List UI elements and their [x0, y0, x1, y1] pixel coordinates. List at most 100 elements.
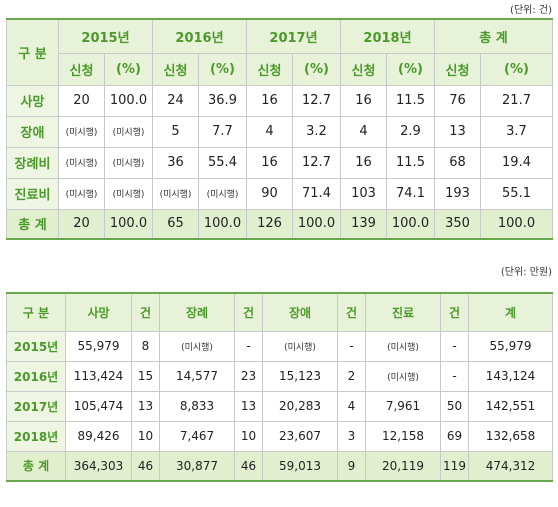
table-cell: 5 — [152, 115, 199, 148]
table1-year-header: 2016년 — [152, 18, 247, 54]
table-cell: 119 — [440, 450, 469, 482]
table2-unit: (단위: 만원) — [500, 267, 552, 278]
table-cell: 23,607 — [262, 420, 338, 452]
table-cell: 19.4 — [479, 146, 554, 179]
table-cell: 4 — [337, 390, 366, 422]
table-cell: 55.1 — [479, 177, 554, 210]
table1-row-label: 진료비 — [6, 177, 59, 210]
table-cell: (미시행) — [104, 177, 153, 210]
table-cell: 100.0 — [292, 208, 341, 240]
table-cell: (미시행) — [152, 177, 199, 210]
table-row: 2016년 113,424 15 14,577 23 15,123 2 (미시행) -143,1… — [6, 360, 553, 392]
table-cell: 105,474 — [65, 390, 132, 422]
table-cell: - — [337, 330, 366, 362]
table-cell: 113,424 — [65, 360, 132, 392]
table-cell: 3.2 — [292, 115, 341, 148]
applications-table: 구 분 2015년 2016년 2017년 2018년 총 계 신청 (%) 신청 (%) 신청 (%… — [6, 18, 554, 240]
table2-column-header: 진료 — [365, 292, 441, 332]
table1-sub-header: (%) — [386, 52, 435, 86]
table-cell: 36 — [152, 146, 199, 179]
table-cell: 20 — [58, 208, 105, 240]
table-cell: 8 — [131, 330, 160, 362]
table-cell: 15,123 — [262, 360, 338, 392]
table1-row-label: 장례비 — [6, 146, 59, 179]
table-cell: (미시행) — [104, 146, 153, 179]
table-cell: 14,577 — [159, 360, 235, 392]
table-cell: (미시행) — [159, 330, 235, 362]
table-cell: 30,877 — [159, 450, 235, 482]
table2-row-label: 2018년 — [6, 420, 66, 452]
table-cell: 16 — [246, 84, 293, 117]
table-cell: 12.7 — [292, 84, 341, 117]
table1-sub-header: (%) — [198, 52, 247, 86]
table-cell: 132,658 — [468, 420, 553, 452]
table-cell: (미시행) — [104, 115, 153, 148]
table1-sub-header: 신청 — [58, 52, 105, 86]
table-cell: 36.9 — [198, 84, 247, 117]
table-cell: 13 — [131, 390, 160, 422]
table-cell: 193 — [434, 177, 481, 210]
table2-column-header: 건 — [337, 292, 366, 332]
table-cell: 69 — [440, 420, 469, 452]
table-cell: - — [234, 330, 263, 362]
table-row: 진료비 (미시행) (미시행) (미시행) (미시행) 90 71.4 103 74.1 193 5… — [6, 177, 554, 210]
table-cell: 20,283 — [262, 390, 338, 422]
table-cell: 100.0 — [386, 208, 435, 240]
table-cell: 100.0 — [479, 208, 554, 240]
table2-column-header: 건 — [131, 292, 160, 332]
table-cell: 13 — [434, 115, 481, 148]
table1-total-label: 총 계 — [6, 208, 59, 240]
table-cell: 15 — [131, 360, 160, 392]
table-cell: 76 — [434, 84, 481, 117]
payments-table: 구 분 사망 건 장례 건 장애 건 진료 건 계 2015년 55,979 8 (미시행) - (미시행) -… — [6, 292, 553, 482]
table2-column-header: 구 분 — [6, 292, 66, 332]
table-cell: 16 — [246, 146, 293, 179]
table1-unit: (단위: 건) — [510, 5, 552, 16]
table-cell: 12,158 — [365, 420, 441, 452]
table-cell: 55,979 — [468, 330, 553, 362]
table-row: 사망 20 100.0 24 36.9 16 12.7 16 11.5 76 21.7 — [6, 84, 554, 117]
table-cell: 24 — [152, 84, 199, 117]
table2-total-label: 총 계 — [6, 450, 66, 482]
table-cell: 103 — [340, 177, 387, 210]
table-row: 장례비 (미시행) (미시행) 36 55.4 16 12.7 16 11.5 68 19.4 — [6, 146, 554, 179]
table2-column-header: 건 — [234, 292, 263, 332]
table-cell: (미시행) — [365, 360, 441, 392]
table-cell: 9 — [337, 450, 366, 482]
table-cell: 46 — [234, 450, 263, 482]
table-cell: 139 — [340, 208, 387, 240]
table1-row-label: 사망 — [6, 84, 59, 117]
table-cell: 90 — [246, 177, 293, 210]
table1-sub-header: 신청 — [434, 52, 481, 86]
table-cell: (미시행) — [262, 330, 338, 362]
table2-column-header: 장례 — [159, 292, 235, 332]
table-cell: 8,833 — [159, 390, 235, 422]
table1-sub-header: (%) — [479, 52, 554, 86]
table-cell: 126 — [246, 208, 293, 240]
table-cell: 350 — [434, 208, 481, 240]
table1-year-header: 2015년 — [58, 18, 153, 54]
table-row: 장애 (미시행) (미시행) 5 7.7 4 3.2 4 2.9 13 3.7 — [6, 115, 554, 148]
table2-column-header: 건 — [440, 292, 469, 332]
table1-sub-header: 신청 — [340, 52, 387, 86]
table-cell: 143,124 — [468, 360, 553, 392]
table1-sub-header: 신청 — [246, 52, 293, 86]
table-cell: 50 — [440, 390, 469, 422]
table1-sub-header: (%) — [104, 52, 153, 86]
table-cell: 4 — [246, 115, 293, 148]
table-total-row: 총 계 20 100.0 65 100.0 126 100.0 139 100.0 350 100.… — [6, 208, 554, 240]
table-cell: 3 — [337, 420, 366, 452]
table-cell: - — [440, 330, 469, 362]
table-row: 2015년 55,979 8 (미시행) - (미시행) - (미시행) -55,979 — [6, 330, 553, 362]
table-total-row: 총 계 364,303 46 30,877 46 59,013 9 20,119 119 474,… — [6, 450, 553, 482]
table-cell: 16 — [340, 146, 387, 179]
table-cell: (미시행) — [365, 330, 441, 362]
table-cell: 13 — [234, 390, 263, 422]
table2-row-label: 2016년 — [6, 360, 66, 392]
table-cell: 3.7 — [479, 115, 554, 148]
table-cell: 7,961 — [365, 390, 441, 422]
table-cell: 2 — [337, 360, 366, 392]
table-cell: 100.0 — [104, 84, 153, 117]
table2-row-label: 2017년 — [6, 390, 66, 422]
table-cell: 100.0 — [198, 208, 247, 240]
